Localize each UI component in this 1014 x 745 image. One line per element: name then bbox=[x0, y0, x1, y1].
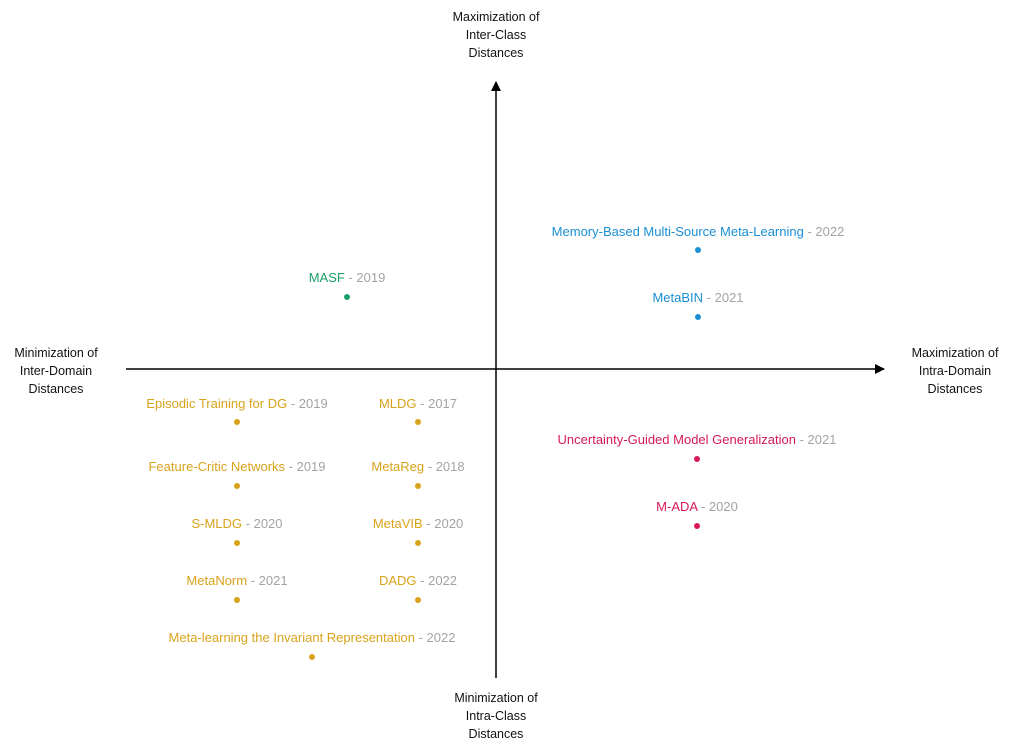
method-label-m-ada: M-ADA - 2020 bbox=[656, 499, 738, 514]
method-dot-memory-based bbox=[695, 247, 701, 253]
method-label-feature-critic: Feature-Critic Networks - 2019 bbox=[148, 459, 326, 474]
axis-label-right: Maximization of Intra-Domain Distances bbox=[911, 346, 999, 396]
method-dot-metanorm bbox=[234, 597, 240, 603]
method-dot-episodic-training bbox=[234, 419, 240, 425]
method-dot-meta-learning-invariant bbox=[309, 654, 315, 660]
method-label-memory-based: Memory-Based Multi-Source Meta-Learning … bbox=[551, 224, 845, 239]
method-label-metanorm: MetaNorm - 2021 bbox=[186, 573, 288, 588]
method-dot-metavib bbox=[415, 540, 421, 546]
method-dot-metabin bbox=[695, 314, 701, 320]
method-label-uncertainty-guided: Uncertainty-Guided Model Generalization … bbox=[557, 432, 837, 447]
axis-label-bottom: Minimization of Intra-Class Distances bbox=[454, 691, 538, 741]
method-dot-m-ada bbox=[694, 523, 700, 529]
method-label-metareg: MetaReg - 2018 bbox=[371, 459, 465, 474]
method-dot-masf bbox=[344, 294, 350, 300]
method-dot-uncertainty-guided bbox=[694, 456, 700, 462]
method-label-s-mldg: S-MLDG - 2020 bbox=[191, 516, 283, 531]
method-dot-mldg bbox=[415, 419, 421, 425]
method-dot-dadg bbox=[415, 597, 421, 603]
method-dot-feature-critic bbox=[234, 483, 240, 489]
axis-label-left: Minimization of Inter-Domain Distances bbox=[14, 346, 98, 396]
method-dot-s-mldg bbox=[234, 540, 240, 546]
method-label-mldg: MLDG - 2017 bbox=[378, 396, 458, 411]
axis-label-top: Maximization of Inter-Class Distances bbox=[452, 10, 540, 60]
method-label-masf: MASF - 2019 bbox=[308, 270, 386, 285]
method-dot-metareg bbox=[415, 483, 421, 489]
method-label-meta-learning-invariant: Meta-learning the Invariant Representati… bbox=[168, 630, 456, 645]
method-label-episodic-training: Episodic Training for DG - 2019 bbox=[146, 396, 328, 411]
method-label-dadg: DADG - 2022 bbox=[378, 573, 458, 588]
method-label-metabin: MetaBIN - 2021 bbox=[652, 290, 744, 305]
method-label-metavib: MetaVIB - 2020 bbox=[372, 516, 464, 531]
